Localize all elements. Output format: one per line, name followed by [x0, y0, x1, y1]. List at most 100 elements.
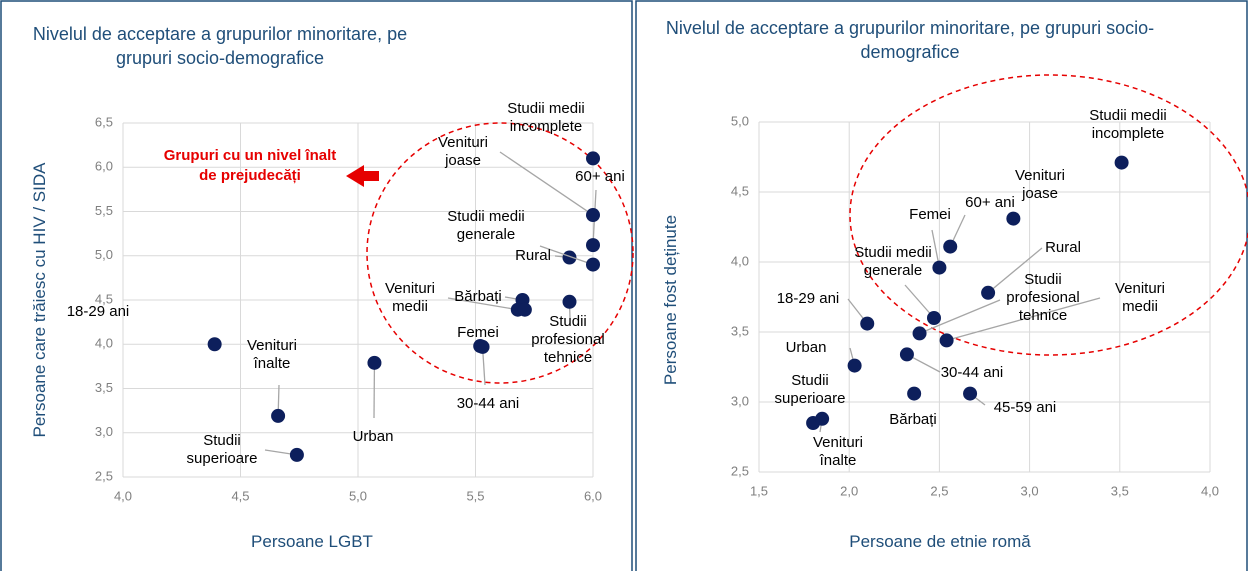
point [586, 257, 600, 272]
y-tick-label: 3,0 [95, 424, 113, 439]
point-label: Rural [1045, 239, 1081, 256]
x-tick-label: 4,0 [114, 488, 132, 503]
point [586, 238, 600, 253]
point-label: Studii medii incomplete [1089, 107, 1167, 142]
point [899, 347, 914, 362]
point-label: Studii medii incomplete [507, 100, 585, 135]
x-tick-label: 2,5 [930, 483, 948, 498]
leader-line [447, 297, 518, 311]
point [207, 337, 222, 352]
x-tick-label: 1,5 [750, 483, 768, 498]
point-label: Venituri medii [1114, 280, 1166, 315]
point-label: Urban [352, 428, 394, 445]
point-label: Femei [457, 324, 499, 341]
y-tick-label: 2,5 [95, 468, 113, 483]
point [562, 250, 577, 265]
point [1006, 211, 1021, 226]
panel-border [635, 0, 1248, 571]
y-axis-title: Persoane fost deținute [661, 215, 680, 385]
y-tick-label: 5,0 [95, 247, 113, 262]
y-tick-label: 4,0 [731, 253, 749, 268]
point [271, 408, 286, 423]
point [912, 326, 927, 341]
annotation: Grupuri cu un nivel înalt de prejudecăți [163, 147, 337, 184]
point-label: Studii profesional tehnice [1006, 271, 1080, 324]
point-label: 30-44 ani [456, 395, 520, 412]
point-label: Venituri înalte [812, 434, 864, 469]
point [517, 302, 532, 317]
point-label: 60+ ani [575, 168, 625, 185]
chart-title: Nivelul de acceptare a grupurilor minori… [665, 18, 1155, 62]
y-tick-label: 4,5 [731, 183, 749, 198]
point [475, 339, 490, 354]
x-axis-title: Persoane de etnie romă [849, 532, 1031, 551]
annotation-arrow [346, 165, 379, 187]
point-label: Bărbați [889, 411, 937, 428]
point [932, 260, 947, 275]
point [562, 294, 577, 309]
point [586, 208, 600, 223]
point-label: 18-29 ani [66, 303, 130, 320]
y-tick-label: 6,5 [95, 114, 113, 129]
leader-line [904, 284, 935, 319]
x-tick-label: 4,0 [1201, 483, 1219, 498]
point [289, 447, 304, 462]
point-label: Studii medii generale [447, 208, 525, 243]
leader-line [499, 151, 594, 216]
x-tick-label: 3,0 [1021, 483, 1039, 498]
point [847, 358, 862, 373]
chart-title: Nivelul de acceptare a grupurilor minori… [32, 24, 408, 68]
x-tick-label: 2,0 [840, 483, 858, 498]
point-label: Venituri joase [1014, 167, 1066, 202]
point [943, 239, 958, 254]
y-tick-label: 3,5 [95, 380, 113, 395]
point-label: 18-29 ani [776, 290, 840, 307]
point-label: Rural [515, 247, 551, 264]
point [939, 333, 954, 348]
y-tick-label: 2,5 [731, 463, 749, 478]
point [907, 386, 922, 401]
point-label: 45-59 ani [993, 399, 1057, 416]
point-label: Studii superioare [186, 432, 258, 467]
y-tick-label: 4,0 [95, 336, 113, 351]
point-label: 60+ ani [965, 194, 1015, 211]
point-label: Studii superioare [774, 372, 846, 407]
point [586, 151, 600, 166]
point [860, 316, 875, 331]
point-label: Bărbați [454, 288, 502, 305]
y-tick-label: 4,5 [95, 291, 113, 306]
point-label: Urban [785, 339, 827, 356]
leader-line [946, 297, 1101, 342]
point-label: 30-44 ani [940, 364, 1004, 381]
point-label: Venituri joase [437, 134, 489, 169]
y-tick-label: 5,0 [731, 113, 749, 128]
y-tick-label: 3,0 [731, 393, 749, 408]
point [926, 311, 941, 325]
highlight-ellipse [366, 122, 634, 384]
point [963, 386, 978, 401]
x-tick-label: 6,0 [584, 488, 602, 503]
x-tick-label: 3,5 [1111, 483, 1129, 498]
leader-line [987, 247, 1043, 294]
point-label: Venituri înalte [246, 337, 298, 372]
point [815, 411, 830, 426]
point-label: Studii medii generale [854, 244, 932, 279]
y-axis-title: Persoane care trăiesc cu HIV / SIDA [30, 162, 49, 438]
x-tick-label: 4,5 [231, 488, 249, 503]
point-label: Studii profesional tehnice [531, 313, 605, 366]
point-label: Venituri medii [384, 280, 436, 315]
y-tick-label: 6,0 [95, 159, 113, 174]
point [1114, 155, 1129, 170]
point-label: Femei [909, 206, 951, 223]
x-axis-title: Persoane LGBT [251, 532, 373, 551]
leader-line [919, 299, 1001, 335]
x-tick-label: 5,5 [466, 488, 484, 503]
panel-border [0, 0, 633, 571]
y-tick-label: 5,5 [95, 203, 113, 218]
point [981, 285, 996, 300]
y-tick-label: 3,5 [731, 323, 749, 338]
point [367, 355, 382, 370]
x-tick-label: 5,0 [349, 488, 367, 503]
